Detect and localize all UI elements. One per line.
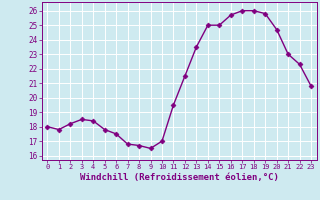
- X-axis label: Windchill (Refroidissement éolien,°C): Windchill (Refroidissement éolien,°C): [80, 173, 279, 182]
